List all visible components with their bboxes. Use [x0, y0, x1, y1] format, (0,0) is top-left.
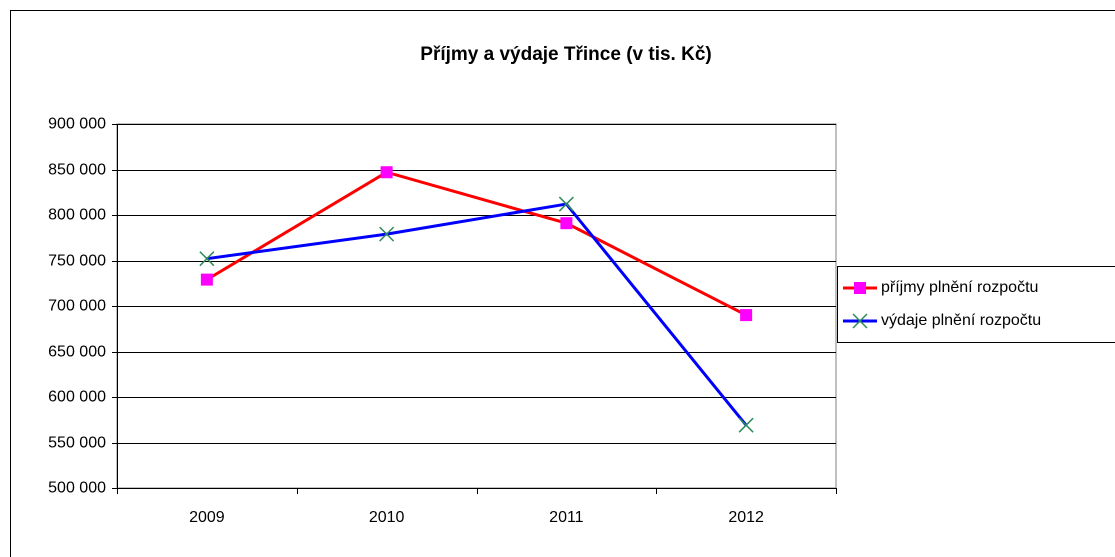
series-line — [206, 170, 747, 317]
marker — [200, 273, 213, 286]
marker — [558, 196, 574, 212]
x-tick-label: 2011 — [549, 509, 584, 526]
x-tick-label: 2012 — [728, 509, 764, 526]
x-tick-label: 2010 — [369, 509, 405, 526]
legend-box — [837, 266, 1115, 343]
chart-title: Příjmy a výdaje Třince (v tis. Kč) — [420, 44, 711, 65]
marker — [379, 226, 395, 242]
x-tick-label: 2009 — [189, 509, 225, 526]
y-tick-label: 550 000 — [48, 435, 106, 452]
marker — [199, 251, 215, 267]
y-tick-label: 850 000 — [48, 162, 106, 179]
marker — [738, 417, 754, 433]
y-tick-label: 650 000 — [48, 344, 106, 361]
marker — [852, 313, 868, 329]
y-tick-label: 750 000 — [48, 253, 106, 270]
legend-label: výdaje plnění rozpočtu — [881, 312, 1041, 329]
y-tick-label: 500 000 — [48, 480, 106, 497]
marker — [560, 217, 573, 230]
series-line — [206, 202, 748, 427]
marker — [380, 166, 393, 179]
y-tick-label: 600 000 — [48, 389, 106, 406]
y-tick-label: 800 000 — [48, 207, 106, 224]
y-tick-label: 700 000 — [48, 298, 106, 315]
y-tick-label: 900 000 — [48, 116, 106, 133]
legend-label: příjmy plnění rozpočtu — [881, 279, 1038, 296]
marker — [740, 309, 753, 322]
marker — [854, 282, 866, 294]
